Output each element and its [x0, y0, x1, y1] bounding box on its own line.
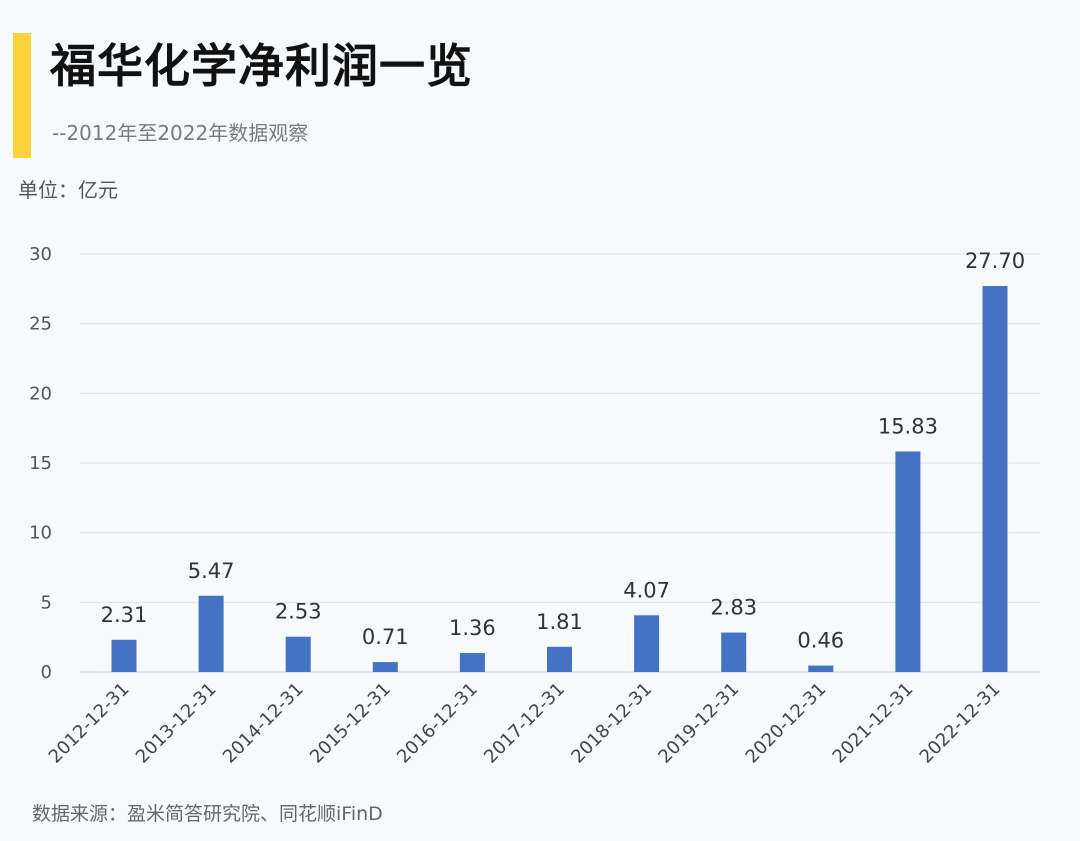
y-tick-label: 20 — [29, 383, 52, 404]
bar — [808, 665, 834, 672]
data-label: 0.46 — [797, 629, 844, 653]
y-tick-label: 10 — [29, 523, 52, 544]
bar — [721, 632, 747, 672]
bar — [459, 653, 485, 672]
data-label: 15.83 — [878, 414, 938, 438]
data-label: 5.47 — [188, 559, 235, 583]
y-tick-label: 25 — [29, 314, 52, 335]
x-tick-label: 2017-12-31 — [480, 679, 569, 768]
y-tick-label: 0 — [41, 662, 52, 683]
y-tick-label: 30 — [29, 244, 52, 265]
y-tick-label: 15 — [29, 453, 52, 474]
x-tick-label: 2016-12-31 — [393, 679, 482, 768]
bar — [547, 646, 572, 672]
data-label: 1.81 — [536, 610, 583, 634]
bar — [111, 639, 137, 672]
x-tick-label: 2021-12-31 — [829, 679, 918, 768]
data-label: 1.36 — [449, 616, 496, 640]
data-label: 2.83 — [710, 596, 757, 620]
chart-title: 福华化学净利润一览 — [50, 39, 473, 93]
x-tick-label: 2012-12-31 — [45, 679, 134, 768]
bar — [982, 286, 1008, 672]
data-label: 2.31 — [101, 603, 148, 627]
data-source: 数据来源：盈米简答研究院、同花顺iFinD — [32, 803, 383, 825]
title-accent-bar — [13, 33, 31, 158]
data-label: 0.71 — [362, 625, 409, 649]
bar — [285, 636, 311, 672]
data-label: 27.70 — [965, 249, 1025, 273]
bar — [198, 595, 224, 672]
chart-subtitle: --2012年至2022年数据观察 — [52, 121, 309, 145]
x-tick-label: 2015-12-31 — [306, 679, 395, 768]
x-tick-label: 2014-12-31 — [219, 679, 308, 768]
x-tick-label: 2013-12-31 — [132, 679, 221, 768]
y-tick-label: 5 — [41, 592, 52, 613]
bar — [895, 451, 921, 672]
bar — [372, 662, 398, 672]
data-label: 4.07 — [623, 578, 670, 602]
x-tick-label: 2019-12-31 — [654, 679, 743, 768]
unit-label: 单位：亿元 — [18, 178, 118, 202]
x-tick-label: 2018-12-31 — [567, 679, 656, 768]
data-label: 2.53 — [275, 600, 322, 624]
x-tick-label: 2020-12-31 — [742, 679, 831, 768]
bar — [634, 615, 660, 672]
x-tick-label: 2022-12-31 — [916, 679, 1005, 768]
